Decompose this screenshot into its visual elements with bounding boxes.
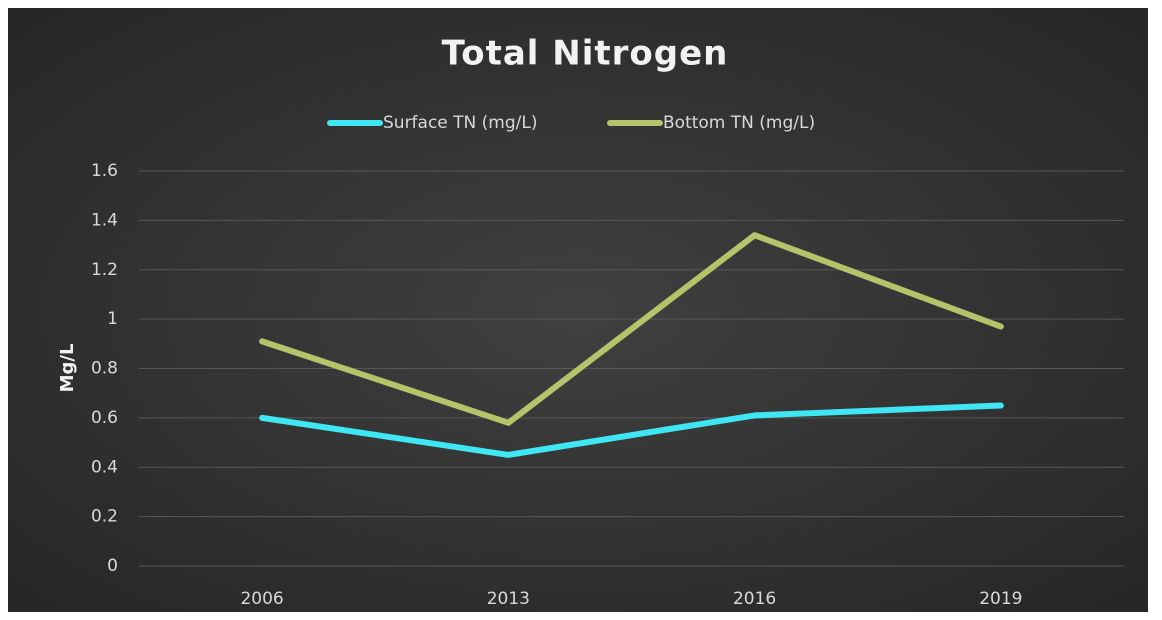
y-tick-label: 0.6: [91, 408, 118, 428]
y-axis-label: Mg/L: [57, 344, 78, 393]
y-tick-label: 0.2: [91, 507, 118, 527]
x-tick-label: 2016: [733, 589, 776, 609]
legend-label: Bottom TN (mg/L): [663, 113, 815, 133]
x-tick-label: 2019: [979, 589, 1022, 609]
y-tick-label: 0.8: [91, 359, 118, 379]
chart-background: [8, 8, 1148, 612]
x-tick-label: 2006: [240, 589, 283, 609]
data-line: [259, 232, 1004, 426]
y-tick-label: 1.6: [91, 161, 118, 181]
legend-label: Surface TN (mg/L): [383, 113, 538, 133]
y-tick-label: 0: [107, 556, 118, 576]
chart-title: Total Nitrogen: [442, 34, 729, 74]
y-tick-label: 0.4: [91, 457, 118, 477]
y-tick-label: 1: [107, 309, 118, 329]
data-line: [259, 402, 1004, 458]
x-tick-label: 2013: [487, 589, 530, 609]
y-tick-label: 1.2: [91, 260, 118, 280]
y-tick-label: 1.4: [91, 210, 118, 230]
